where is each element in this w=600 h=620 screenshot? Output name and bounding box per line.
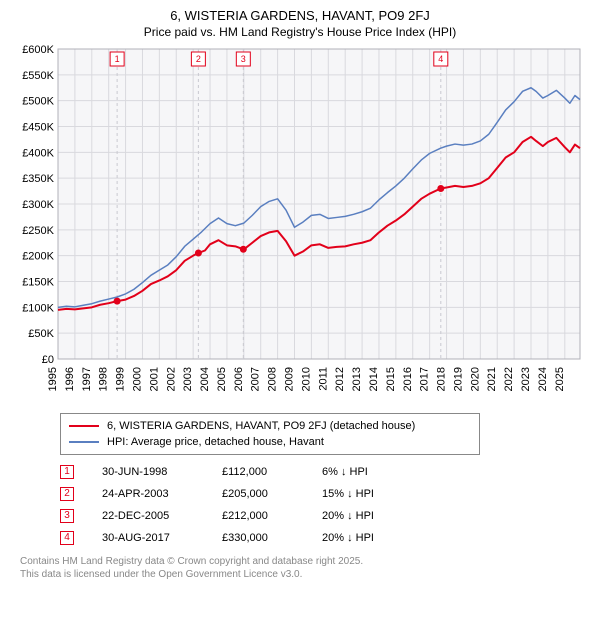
svg-text:2016: 2016 [402,367,414,391]
svg-text:2002: 2002 [165,367,177,391]
svg-text:1999: 1999 [115,367,127,391]
svg-text:2021: 2021 [486,367,498,391]
legend-item: HPI: Average price, detached house, Hava… [69,434,471,450]
chart-title-line1: 6, WISTERIA GARDENS, HAVANT, PO9 2FJ [10,8,590,25]
svg-text:2009: 2009 [284,367,296,391]
svg-text:2024: 2024 [537,367,549,391]
line-chart-svg: £0 £50K £100K £150K £200K £250K £300K £350K £400… [10,45,590,405]
event-date: 22-DEC-2005 [102,510,222,522]
chart-legend: 6, WISTERIA GARDENS, HAVANT, PO9 2FJ (de… [60,413,480,455]
svg-text:2005: 2005 [216,367,228,391]
event-delta: 6% ↓ HPI [322,466,442,478]
event-marker-icon: 3 [60,509,74,523]
svg-text:2023: 2023 [520,367,532,391]
svg-text:2013: 2013 [351,367,363,391]
svg-text:2010: 2010 [300,367,312,391]
event-row: 4 30-AUG-2017£330,00020% ↓ HPI [60,527,590,549]
svg-text:£200K: £200K [22,251,54,263]
event-price: £205,000 [222,488,322,500]
svg-text:£600K: £600K [22,45,54,56]
svg-text:£350K: £350K [22,173,54,185]
event-price: £212,000 [222,510,322,522]
svg-text:2004: 2004 [199,367,211,391]
svg-text:1996: 1996 [64,367,76,391]
svg-text:2019: 2019 [452,367,464,391]
event-row: 2 24-APR-2003£205,00015% ↓ HPI [60,483,590,505]
chart-area: £0 £50K £100K £150K £200K £250K £300K £350K £400… [10,45,590,405]
legend-swatch [69,425,99,427]
svg-text:2008: 2008 [267,367,279,391]
svg-text:2020: 2020 [469,367,481,391]
svg-text:£300K: £300K [22,199,54,211]
chart-title-line2: Price paid vs. HM Land Registry's House … [10,25,590,39]
svg-text:2022: 2022 [503,367,515,391]
svg-text:£100K: £100K [22,302,54,314]
svg-text:4: 4 [438,54,443,64]
svg-text:2017: 2017 [419,367,431,391]
legend-label: 6, WISTERIA GARDENS, HAVANT, PO9 2FJ (de… [107,420,415,432]
svg-text:£250K: £250K [22,225,54,237]
event-table: 1 30-JUN-1998£112,0006% ↓ HPI 2 24-APR-2003… [60,461,590,549]
event-delta: 20% ↓ HPI [322,532,442,544]
event-delta: 15% ↓ HPI [322,488,442,500]
svg-text:2018: 2018 [436,367,448,391]
svg-text:2: 2 [196,54,201,64]
svg-text:£0: £0 [42,354,54,366]
legend-swatch [69,441,99,443]
event-date: 30-AUG-2017 [102,532,222,544]
event-date: 30-JUN-1998 [102,466,222,478]
svg-text:£50K: £50K [28,328,54,340]
svg-text:2014: 2014 [368,367,380,391]
svg-text:£400K: £400K [22,147,54,159]
footnote-line1: Contains HM Land Registry data © Crown c… [20,555,590,568]
event-marker-icon: 2 [60,487,74,501]
legend-label: HPI: Average price, detached house, Hava… [107,436,324,448]
svg-text:2015: 2015 [385,367,397,391]
svg-text:£550K: £550K [22,70,54,82]
svg-text:2003: 2003 [182,367,194,391]
svg-text:3: 3 [241,54,246,64]
event-price: £112,000 [222,466,322,478]
svg-text:£500K: £500K [22,96,54,108]
event-row: 3 22-DEC-2005£212,00020% ↓ HPI [60,505,590,527]
svg-text:2000: 2000 [131,367,143,391]
event-marker-icon: 1 [60,465,74,479]
svg-text:2011: 2011 [317,367,329,391]
event-row: 1 30-JUN-1998£112,0006% ↓ HPI [60,461,590,483]
svg-text:2001: 2001 [148,367,160,391]
legend-item: 6, WISTERIA GARDENS, HAVANT, PO9 2FJ (de… [69,418,471,434]
footnote-line2: This data is licensed under the Open Gov… [20,568,590,581]
svg-text:2007: 2007 [250,367,262,391]
svg-text:2025: 2025 [554,367,566,391]
event-marker-icon: 4 [60,531,74,545]
svg-text:£150K: £150K [22,276,54,288]
footnote: Contains HM Land Registry data © Crown c… [20,555,590,581]
event-delta: 20% ↓ HPI [322,510,442,522]
svg-text:1997: 1997 [81,367,93,391]
svg-text:£450K: £450K [22,121,54,133]
svg-text:1998: 1998 [98,367,110,391]
event-date: 24-APR-2003 [102,488,222,500]
event-price: £330,000 [222,532,322,544]
svg-text:1995: 1995 [47,367,59,391]
svg-text:2006: 2006 [233,367,245,391]
svg-text:1: 1 [115,54,120,64]
svg-text:2012: 2012 [334,367,346,391]
